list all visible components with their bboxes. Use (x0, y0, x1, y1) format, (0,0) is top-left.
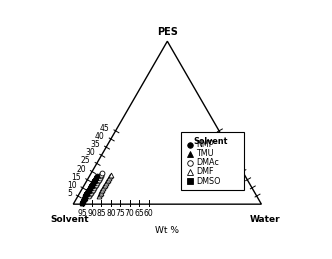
Text: 60: 60 (144, 210, 153, 218)
Text: DMAc: DMAc (197, 159, 219, 168)
Text: 45: 45 (100, 124, 110, 133)
Text: 35: 35 (90, 140, 100, 149)
Text: 90: 90 (87, 210, 97, 218)
Text: 70: 70 (125, 210, 134, 218)
Text: PES: PES (157, 26, 178, 37)
Text: 75: 75 (116, 210, 125, 218)
Text: 80: 80 (106, 210, 116, 218)
Text: 20: 20 (76, 165, 86, 174)
Text: 25: 25 (81, 156, 91, 166)
Text: 40: 40 (95, 132, 105, 141)
Text: 15: 15 (72, 173, 81, 182)
FancyBboxPatch shape (182, 132, 244, 190)
Text: 65: 65 (134, 210, 144, 218)
Text: 5: 5 (67, 189, 72, 198)
Text: Solvent: Solvent (50, 215, 89, 225)
Text: DMF: DMF (197, 168, 214, 176)
Text: 30: 30 (86, 148, 95, 157)
Text: Solvent: Solvent (194, 137, 228, 146)
Text: 10: 10 (67, 181, 76, 190)
Text: TMU: TMU (197, 149, 214, 159)
Text: DMSO: DMSO (197, 177, 221, 185)
Text: Wt %: Wt % (155, 226, 179, 235)
Text: Water: Water (250, 215, 281, 225)
Text: 95: 95 (78, 210, 88, 218)
Text: 85: 85 (97, 210, 106, 218)
Text: NMP: NMP (197, 140, 214, 149)
